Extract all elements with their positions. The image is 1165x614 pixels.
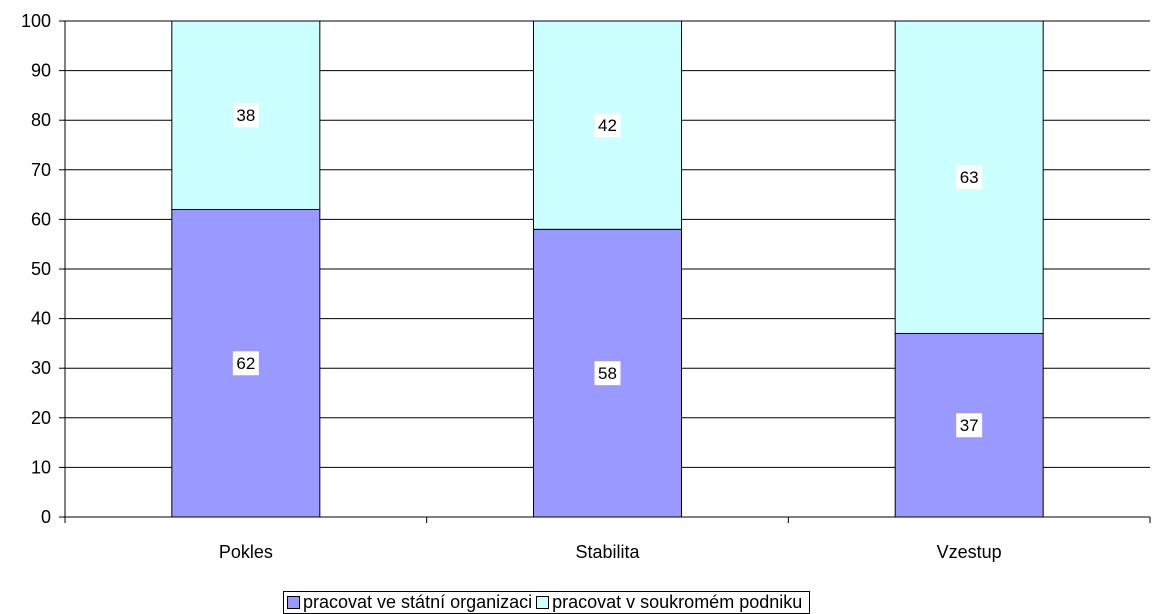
legend-swatch-state (287, 596, 300, 609)
data-label-box (232, 103, 259, 128)
y-tick-label: 100 (21, 11, 51, 31)
x-axis-category-labels: Pokles Stabilita Vzestup (219, 542, 1002, 562)
y-tick-label: 90 (31, 61, 51, 81)
x-category-label: Stabilita (575, 542, 640, 562)
y-tick-label: 70 (31, 160, 51, 180)
x-category-label: Vzestup (937, 542, 1002, 562)
data-label-box (956, 165, 983, 190)
y-axis-tick-labels: 0 10 20 30 40 50 60 70 80 90 100 (21, 11, 51, 527)
bars (171, 20, 1044, 518)
data-label: 62 (236, 354, 255, 373)
data-label: 63 (960, 168, 979, 187)
legend-swatch-private (536, 596, 550, 609)
data-label-box (956, 413, 983, 438)
data-label-box (232, 351, 259, 376)
y-tick-label: 0 (41, 507, 51, 527)
x-category-label: Pokles (219, 542, 273, 562)
y-tick-label: 40 (31, 309, 51, 329)
y-tick-label: 50 (31, 259, 51, 279)
legend-label-state: pracovat ve státní organizaci (303, 592, 533, 612)
y-tick-label: 80 (31, 110, 51, 130)
axes (59, 20, 1151, 523)
y-tick-label: 10 (31, 457, 51, 477)
data-label-box (594, 113, 621, 138)
data-label-box (594, 361, 621, 386)
y-tick-label: 30 (31, 358, 51, 378)
y-tick-label: 60 (31, 209, 51, 229)
data-label: 42 (598, 116, 617, 135)
data-label: 38 (236, 106, 255, 125)
y-tick-label: 20 (31, 408, 51, 428)
legend-item-private: pracovat v soukromém podniku (536, 592, 802, 613)
data-label: 58 (598, 364, 617, 383)
stacked-bar-chart: 0 10 20 30 40 50 60 70 80 90 100 Pokles Stabilita Vz… (21, 11, 1151, 562)
data-label: 37 (960, 416, 979, 435)
legend: pracovat ve státní organizaci pracovat v… (283, 591, 811, 614)
data-labels: 62 38 58 42 37 63 (232, 103, 983, 438)
legend-label-private: pracovat v soukromém podniku (552, 592, 803, 612)
legend-item-state: pracovat ve státní organizaci (287, 592, 532, 613)
